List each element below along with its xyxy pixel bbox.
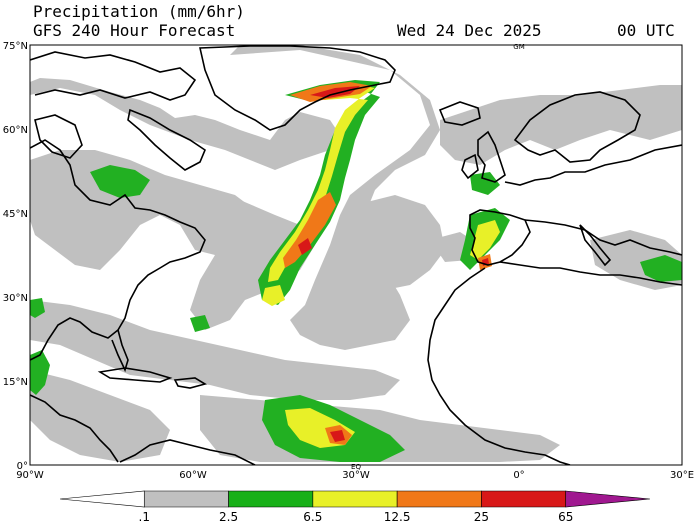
coast-iceland xyxy=(438,101,481,126)
coast-europe xyxy=(504,144,682,186)
coast-florida xyxy=(111,329,129,373)
lon-label: 60°W xyxy=(179,470,207,481)
map-title: Precipitation (mm/6hr) xyxy=(33,2,245,21)
legend-swatch xyxy=(312,490,398,508)
lat-label: 30°N xyxy=(3,293,28,304)
coast-north-america xyxy=(30,139,206,361)
coast-greenland xyxy=(199,45,396,131)
latitude-labels: 75°N 60°N 45°N 30°N 15°N 0° xyxy=(3,41,28,472)
lon-label: 90°W xyxy=(16,470,44,481)
lat-label: 60°N xyxy=(3,125,28,136)
legend-label: 12.5 xyxy=(384,510,411,524)
greenwich-mark: GM xyxy=(513,43,524,51)
lat-label: 15°N xyxy=(3,377,28,388)
equator-mark: EQ xyxy=(351,463,361,471)
coast-hudson-bay xyxy=(34,114,83,159)
coast-mediterranean xyxy=(524,219,682,256)
legend-swatch xyxy=(396,490,482,508)
coast-ireland xyxy=(461,153,479,180)
precip-red-areas xyxy=(298,86,489,442)
coast-central-america xyxy=(30,394,119,463)
legend-swatch xyxy=(228,490,314,508)
lon-label: 30°E xyxy=(670,470,694,481)
coast-baffin xyxy=(127,108,206,171)
coast-arctic-islands xyxy=(30,51,197,101)
legend-label: .1 xyxy=(139,510,150,524)
legend-swatch xyxy=(59,490,145,508)
legend-label: 25 xyxy=(474,510,489,524)
legend-swatch xyxy=(143,490,229,508)
coast-south-america xyxy=(119,439,256,465)
legend-label: 65 xyxy=(558,510,573,524)
lon-label: 30°W xyxy=(342,470,370,481)
map-frame xyxy=(29,44,683,466)
valid-date: Wed 24 Dec 2025 xyxy=(397,21,542,40)
coast-africa xyxy=(427,267,571,465)
color-legend: .1 2.5 6.5 12.5 25 65 xyxy=(59,490,651,524)
coast-italy xyxy=(579,224,612,267)
legend-swatch xyxy=(565,490,651,508)
longitude-labels: 90°W 60°W 30°W 0° 30°E xyxy=(16,470,694,481)
lon-label: 0° xyxy=(513,470,524,481)
map-subtitle: GFS 240 Hour Forecast xyxy=(33,21,236,40)
legend-label: 6.5 xyxy=(303,510,322,524)
coast-iberia xyxy=(469,209,531,266)
lat-label: 75°N xyxy=(3,41,28,52)
coastlines xyxy=(30,45,682,465)
precip-light-areas xyxy=(30,45,682,462)
coast-cuba xyxy=(97,367,173,383)
legend-swatch xyxy=(481,490,567,508)
coast-north-africa xyxy=(499,261,682,286)
legend-label: 2.5 xyxy=(219,510,238,524)
lat-label: 0° xyxy=(17,461,28,472)
coast-scandinavia xyxy=(513,91,641,163)
valid-time: 00 UTC xyxy=(617,21,675,40)
lat-label: 45°N xyxy=(3,209,28,220)
coast-hispaniola xyxy=(173,377,208,389)
coast-britain xyxy=(477,130,506,183)
